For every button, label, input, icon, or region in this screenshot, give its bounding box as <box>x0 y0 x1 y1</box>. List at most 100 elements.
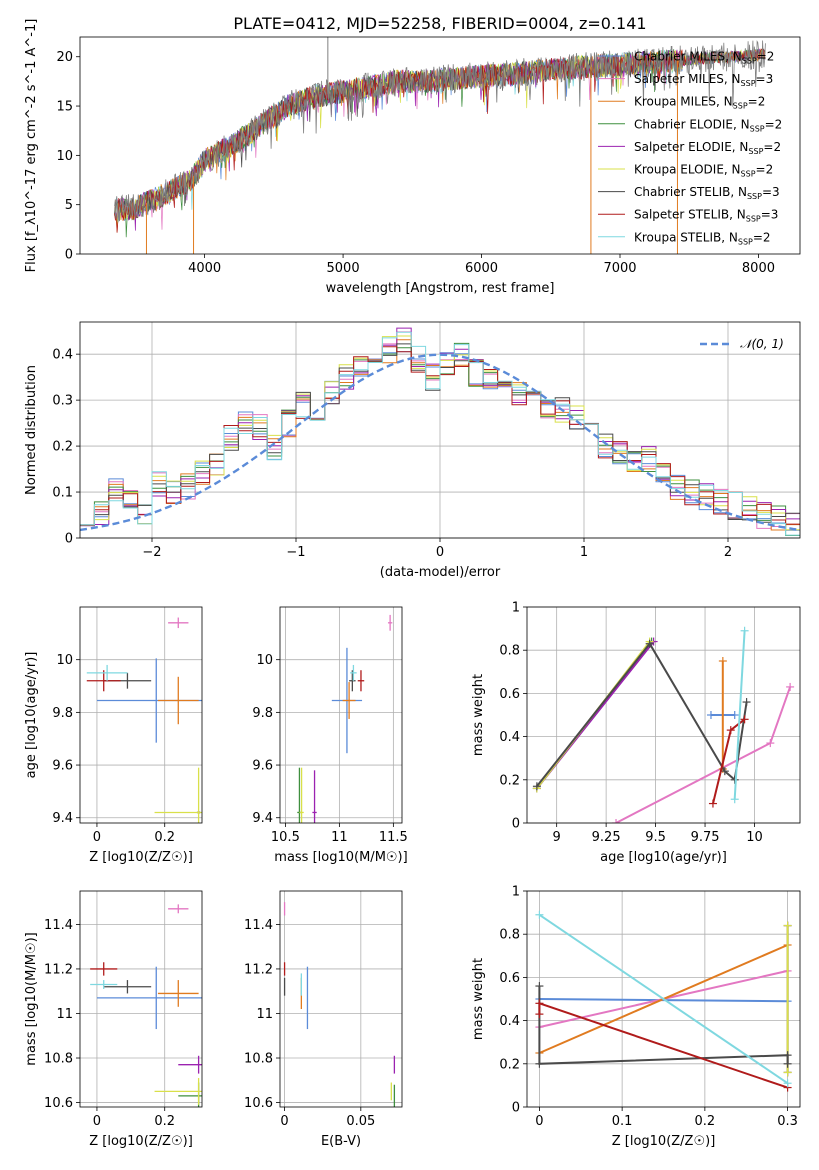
y-tick-label: 0.2 <box>499 1057 520 1072</box>
errorbar-point-salpeter-elodie <box>312 770 317 823</box>
legend-nssp: =3 <box>756 72 774 86</box>
x-tick-label: 8000 <box>742 261 775 276</box>
x-tick-label: 7000 <box>603 261 636 276</box>
legend-model-name: Chabrier STELIB, N <box>634 185 747 199</box>
y-axis-label: mass weight <box>471 958 486 1040</box>
legend-model-name: Salpeter MILES, N <box>634 72 741 86</box>
chart-weight-vs-age: 9 9.25 9.5 9.75 10 0 0.2 0.4 0.6 0.8 1 age [log10(a… <box>471 601 801 865</box>
y-tick-label: 5 <box>65 198 73 213</box>
spectrum-line-salpeter-stelib <box>114 48 766 233</box>
y-axis-label: age [log10(age/yr)] <box>24 652 39 779</box>
legend-subscript: SSP <box>750 124 765 133</box>
errorbar-point-chabrier-miles <box>96 966 202 1030</box>
x-axis-label: Z [log10(Z/Z☉)] <box>89 1134 193 1149</box>
legend-subscript: SSP <box>733 102 748 111</box>
weight-line <box>733 630 746 800</box>
x-tick-label: 9.75 <box>691 830 720 845</box>
y-axis-label: mass [log10(M/M☉)] <box>24 932 39 1065</box>
x-tick-label: 0.3 <box>777 1114 798 1129</box>
gaussian-curve <box>80 353 800 532</box>
errorbar-point-kroupa-miles <box>342 682 356 719</box>
x-tick-label: 9 <box>553 830 561 845</box>
x-tick-label: 4000 <box>188 261 221 276</box>
y-tick-label: 11 <box>56 1007 73 1022</box>
chart-weight-vs-Z: 0 0.1 0.2 0.3 0 0.2 0.4 0.6 0.8 1 Z [log10(Z/Z☉)] m… <box>471 885 801 1149</box>
y-tick-label: 15 <box>56 100 73 115</box>
y-tick-label: 0.6 <box>499 687 520 702</box>
errorbar-point-chabrier-stelib <box>103 980 152 994</box>
legend-label: Kroupa MILES, NSSP=2 <box>634 95 765 111</box>
figure-title: PLATE=0412, MJD=52258, FIBERID=0004, z=0… <box>233 14 646 33</box>
y-tick-label: 0.2 <box>52 440 73 455</box>
x-tick-label: 2 <box>724 545 732 560</box>
legend-model-name: Salpeter ELODIE, N <box>634 140 748 154</box>
legend-subscript: SSP <box>741 79 756 88</box>
y-axis-label: Flux [f_λ10^-17 erg cm^-2 s^-1 A^-1] <box>24 19 39 273</box>
y-tick-label: 0.1 <box>52 486 73 501</box>
y-tick-label: 1 <box>512 885 520 900</box>
y-tick-label: 10 <box>56 149 73 164</box>
y-tick-label: 1 <box>512 601 520 616</box>
axes-frame <box>79 890 203 1108</box>
x-tick-label: 11 <box>331 830 348 845</box>
x-axis-label: Z [log10(Z/Z☉)] <box>612 1134 716 1149</box>
x-axis-label: Z [log10(Z/Z☉)] <box>89 850 193 865</box>
histogram-step-chabrier-miles <box>80 351 800 531</box>
y-tick-label: 0 <box>65 532 73 547</box>
y-axis-label: mass weight <box>471 674 486 756</box>
axes-frame <box>526 606 801 824</box>
plot-marks <box>535 910 792 1092</box>
y-tick-label: 0.3 <box>52 394 73 409</box>
y-tick-label: 10.6 <box>244 1096 273 1111</box>
legend-label: Chabrier ELODIE, NSSP=2 <box>634 117 782 133</box>
y-tick-label: 0.8 <box>499 928 520 943</box>
errorbar-point-kroupa-miles <box>157 676 199 725</box>
weight-line <box>538 986 789 1065</box>
errorbar-point-salpeter-stelib <box>86 670 121 692</box>
legend-label: Chabrier MILES, NSSP=2 <box>634 50 774 66</box>
y-tick-label: 10.8 <box>244 1052 273 1067</box>
legend-subscript: SSP <box>742 57 757 66</box>
plot-marks <box>86 617 202 823</box>
y-tick-label: 0.4 <box>499 730 520 745</box>
weight-series-kroupa-elodie <box>783 921 792 1077</box>
x-tick-label: 5000 <box>327 261 360 276</box>
legend-label: Salpeter STELIB, NSSP=3 <box>634 208 778 224</box>
legend-nssp: =2 <box>763 140 781 154</box>
legend-label: Kroupa ELODIE, NSSP=2 <box>634 163 773 179</box>
legend-model-name: Kroupa ELODIE, N <box>634 163 741 177</box>
plot-marks <box>114 37 766 254</box>
axes-frame <box>79 36 801 255</box>
y-tick-label: 10.8 <box>44 1052 73 1067</box>
legend-subscript: SSP <box>748 147 763 156</box>
x-axis-label: mass [log10(M/M☉)] <box>274 850 407 865</box>
legend-subscript: SSP <box>747 192 762 201</box>
errorbar-point-kroupa-elodie <box>154 767 202 823</box>
weight-series-kroupa-stelib <box>730 626 749 804</box>
legend-model-name: Salpeter STELIB, N <box>634 208 746 222</box>
y-tick-label: 0 <box>512 817 520 832</box>
y-tick-label: 0 <box>512 1101 520 1116</box>
errorbar-point-kroupa-stelib <box>90 980 118 989</box>
axes-frame <box>526 890 801 1108</box>
x-axis-label: wavelength [Angstrom, rest frame] <box>326 281 555 296</box>
x-tick-label: 0 <box>535 1114 543 1129</box>
y-tick-label: 9.6 <box>252 759 273 774</box>
x-tick-label: 10.5 <box>271 830 300 845</box>
errorbar-point-salpeter-miles <box>168 904 189 914</box>
plot-marks <box>90 904 202 1107</box>
weight-series-salpeter-miles <box>612 682 795 823</box>
legend-label: Chabrier STELIB, NSSP=3 <box>634 185 780 201</box>
y-tick-label: 0.2 <box>499 773 520 788</box>
legend-nssp: =2 <box>765 117 783 131</box>
y-tick-label: 0.4 <box>52 348 73 363</box>
weight-series-chabrier-stelib <box>535 982 792 1068</box>
errorbar-point-salpeter-elodie <box>178 1055 202 1074</box>
weight-series-kroupa-stelib <box>535 910 792 1088</box>
x-tick-label: 0.2 <box>695 1114 716 1129</box>
errorbar-point-salpeter-miles <box>387 614 393 631</box>
x-tick-label: 9.25 <box>592 830 621 845</box>
chart-mass-vs-EBV: 0 0.05 10.6 10.8 11 11.2 11.4 E(B-V) <box>244 890 403 1149</box>
